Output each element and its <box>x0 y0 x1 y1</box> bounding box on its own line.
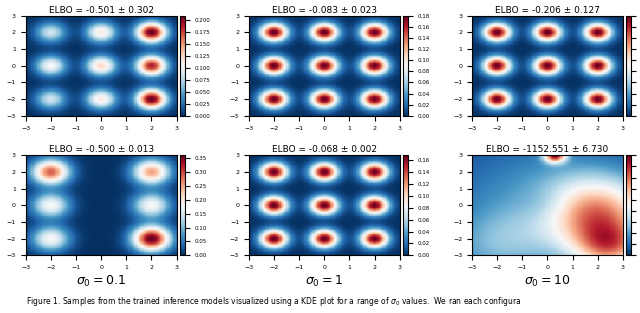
Title: ELBO = -0.206 ± 0.127: ELBO = -0.206 ± 0.127 <box>495 6 600 15</box>
X-axis label: $\sigma_0 = 1$: $\sigma_0 = 1$ <box>305 274 343 290</box>
Title: ELBO = -0.500 ± 0.013: ELBO = -0.500 ± 0.013 <box>49 146 154 155</box>
Title: ELBO = -0.501 ± 0.302: ELBO = -0.501 ± 0.302 <box>49 6 154 15</box>
X-axis label: $\sigma_0 = 10$: $\sigma_0 = 10$ <box>524 274 570 290</box>
Title: ELBO = -0.083 ± 0.023: ELBO = -0.083 ± 0.023 <box>272 6 377 15</box>
Title: ELBO = -0.068 ± 0.002: ELBO = -0.068 ± 0.002 <box>272 146 377 155</box>
Text: Figure 1. Samples from the trained inference models visualized using a KDE plot : Figure 1. Samples from the trained infer… <box>26 295 521 308</box>
Title: ELBO = -1152.551 ± 6.730: ELBO = -1152.551 ± 6.730 <box>486 146 609 155</box>
X-axis label: $\sigma_0 = 0.1$: $\sigma_0 = 0.1$ <box>76 274 126 290</box>
